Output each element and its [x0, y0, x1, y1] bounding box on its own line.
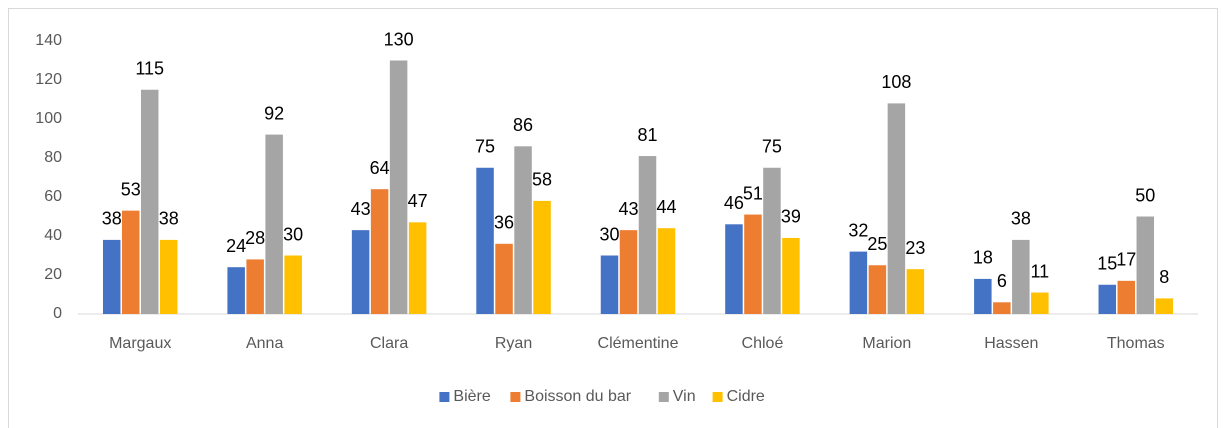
- bar: [993, 302, 1011, 314]
- bar: [744, 214, 762, 314]
- bar: [495, 243, 513, 314]
- x-tick-label: Ryan: [495, 335, 532, 352]
- bar: [408, 222, 427, 314]
- bar: [906, 269, 925, 314]
- data-label: 108: [881, 72, 911, 92]
- bar: [102, 239, 121, 314]
- data-label: 75: [475, 137, 495, 157]
- data-label: 17: [1116, 250, 1136, 270]
- data-label: 92: [264, 103, 284, 123]
- legend-swatch: [712, 392, 723, 402]
- x-tick-label: Chloé: [742, 335, 784, 352]
- bar: [476, 167, 494, 314]
- bar: [868, 265, 887, 314]
- y-tick-label: 60: [44, 188, 62, 205]
- bar: [887, 103, 906, 315]
- bar: [1136, 216, 1155, 314]
- bar: [159, 239, 178, 314]
- data-label: 58: [532, 170, 552, 190]
- data-label: 32: [848, 220, 868, 240]
- bar: [725, 224, 743, 314]
- data-label: 23: [905, 238, 925, 258]
- data-label: 53: [121, 179, 141, 199]
- bar: [849, 251, 868, 314]
- data-label: 115: [135, 59, 164, 79]
- data-label: 50: [1135, 185, 1155, 205]
- bar: [974, 278, 992, 314]
- bar: [265, 134, 283, 314]
- y-tick-label: 80: [44, 149, 62, 166]
- data-label: 39: [781, 207, 801, 227]
- x-tick-label: Thomas: [1107, 335, 1165, 352]
- data-label: 30: [283, 224, 303, 244]
- legend-label: Vin: [673, 388, 696, 405]
- bar: [1098, 284, 1117, 314]
- data-label: 75: [762, 137, 782, 157]
- y-tick-label: 20: [44, 266, 62, 283]
- legend-label: Bière: [453, 388, 490, 405]
- bar: [1155, 298, 1174, 314]
- y-tick-label: 0: [53, 305, 62, 322]
- x-tick-label: Hassen: [984, 335, 1038, 352]
- chart-border: [8, 8, 1218, 428]
- legend-label: Cidre: [727, 388, 765, 405]
- bar: [1012, 239, 1030, 314]
- data-label: 44: [656, 197, 676, 217]
- bar: [227, 267, 245, 314]
- data-label: 15: [1097, 254, 1117, 274]
- x-tick-label: Clara: [370, 335, 408, 352]
- data-label: 47: [408, 191, 428, 211]
- data-label: 46: [724, 193, 744, 213]
- bar: [600, 255, 619, 314]
- data-label: 18: [973, 248, 993, 268]
- bar: [246, 259, 264, 314]
- bar: [657, 228, 676, 314]
- bar: [370, 189, 389, 314]
- bar: [763, 167, 781, 314]
- legend-swatch: [439, 392, 450, 402]
- legend-label: Boisson du bar: [524, 388, 631, 405]
- bar: [638, 156, 657, 314]
- legend-swatch: [658, 392, 669, 402]
- data-label: 43: [618, 199, 638, 219]
- y-tick-label: 40: [44, 227, 62, 244]
- data-label: 8: [1159, 267, 1169, 287]
- data-label: 130: [384, 29, 414, 49]
- data-label: 43: [351, 199, 371, 219]
- data-label: 38: [102, 209, 122, 229]
- bar: [514, 146, 532, 314]
- bar: [782, 237, 800, 314]
- bar: [1117, 280, 1136, 314]
- bar: [1031, 292, 1049, 314]
- data-label: 38: [1011, 209, 1031, 229]
- bar: [389, 60, 408, 314]
- data-label: 81: [637, 125, 657, 145]
- legend-swatch: [510, 392, 521, 402]
- y-tick-label: 140: [35, 32, 62, 49]
- data-label: 25: [867, 234, 887, 254]
- bar: [140, 89, 159, 314]
- x-tick-label: Margaux: [109, 335, 171, 352]
- data-label: 51: [743, 183, 763, 203]
- x-tick-label: Marion: [862, 335, 911, 352]
- bar: [619, 230, 638, 314]
- data-label: 38: [159, 209, 179, 229]
- bar: [284, 255, 302, 314]
- data-label: 6: [997, 271, 1007, 291]
- bar: [533, 200, 551, 314]
- bar: [121, 210, 140, 314]
- bar: [351, 230, 370, 314]
- data-label: 24: [226, 236, 246, 256]
- x-tick-label: Anna: [246, 335, 283, 352]
- data-label: 28: [245, 228, 265, 248]
- x-tick-label: Clémentine: [598, 335, 679, 352]
- data-label: 36: [494, 213, 514, 233]
- y-tick-label: 120: [35, 71, 62, 88]
- data-label: 30: [599, 224, 619, 244]
- data-label: 86: [513, 115, 533, 135]
- data-label: 11: [1030, 261, 1049, 281]
- y-tick-label: 100: [35, 110, 62, 127]
- data-label: 64: [370, 158, 390, 178]
